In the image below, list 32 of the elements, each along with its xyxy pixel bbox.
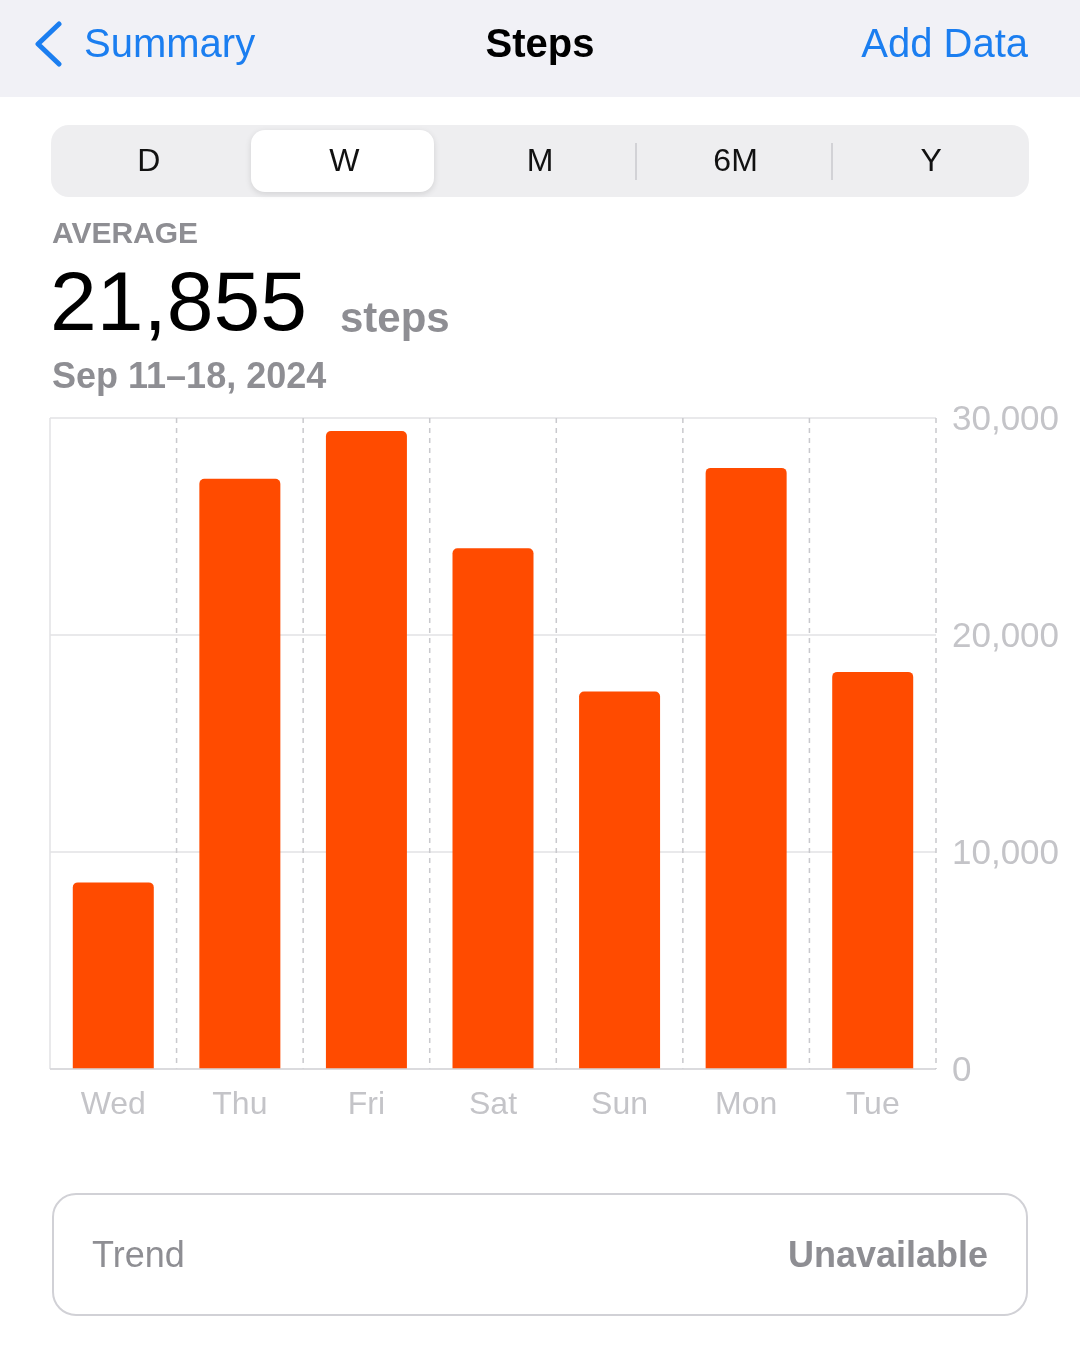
text: W	[329, 141, 360, 181]
text: steps	[340, 292, 450, 343]
bar	[72, 882, 154, 1069]
text: M	[526, 141, 554, 181]
x-tick-label: Wed	[80, 1084, 146, 1121]
y-tick-label: 20,000	[952, 615, 1060, 655]
bar	[832, 671, 914, 1069]
text: 6M	[713, 141, 758, 181]
x-tick-label: Mon	[715, 1084, 778, 1121]
text: 21,855	[50, 253, 307, 351]
x-tick-label: Sat	[468, 1084, 518, 1121]
chart-subtitle: Sep 11–18, 2024	[52, 354, 327, 398]
text: AVERAGE	[52, 214, 199, 251]
x-tick-label: Sun	[591, 1084, 649, 1121]
text: Add Data	[861, 20, 1028, 67]
bar	[325, 431, 407, 1069]
y-tick-label: 30,000	[952, 398, 1060, 438]
bar	[199, 478, 281, 1069]
y-tick-label: 0	[952, 1049, 972, 1089]
bar	[452, 548, 534, 1069]
y-tick-label: 10,000	[952, 832, 1060, 872]
chart-title: Steps	[485, 21, 595, 65]
bar	[579, 691, 661, 1069]
text: Trend	[92, 1232, 185, 1277]
x-tick-label: Thu	[212, 1084, 268, 1121]
text: D	[137, 141, 161, 181]
text: Unavailable	[787, 1232, 988, 1277]
text: Summary	[84, 20, 256, 67]
x-tick-label: Tue	[845, 1084, 900, 1121]
x-tick-label: Fri	[347, 1084, 386, 1121]
text: Y	[920, 141, 942, 181]
bar	[705, 467, 787, 1069]
